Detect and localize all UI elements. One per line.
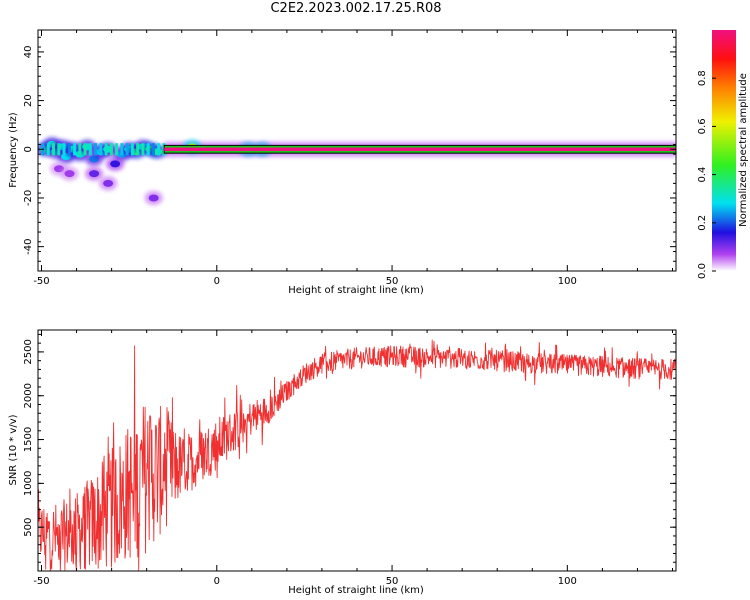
colorbar-tick-label: 0.0 [697,263,708,279]
colorbar-gradient [712,30,736,271]
spectrogram-ytick-label: -20 [23,190,34,206]
spectrogram-xtick-label: 50 [386,276,399,287]
spectral-blob [64,170,75,178]
snr-ytick-label: 1000 [23,471,34,496]
spectrogram-ylabel: Frequency (Hz) [8,112,19,188]
colorbar-tick-label: 0.2 [697,215,708,231]
snr-series-line [38,339,676,571]
spectral-band-cell [52,143,56,156]
spectral-band-cell [57,143,61,156]
spectral-band-cell [157,143,161,156]
snr-xtick-label: -50 [33,576,49,587]
spectrogram-ytick-label: 20 [23,94,34,107]
colorbar-tick-label: 0.8 [697,70,708,86]
snr-ytick-label: 2500 [23,339,34,364]
spectral-blob [110,160,121,168]
colorbar-tick-label: 0.4 [697,167,708,183]
spectrogram-ytick-label: 40 [23,46,34,59]
spectral-band-cell [120,143,124,156]
spectrogram-xtick-label: 0 [214,276,220,287]
spectral-band-cell [46,143,50,156]
spectral-blob [103,179,114,187]
spectral-band-cell [125,143,129,156]
spectral-blob [148,194,159,202]
spectral-band-cell [104,143,108,156]
ridge-core [164,147,676,151]
spectral-band-cell [99,143,103,156]
spectral-band-cell [83,143,87,156]
snr-xtick-label: 0 [214,576,220,587]
snr-ylabel: SNR (10 * v/v) [8,414,19,485]
colorbar-tick-label: 0.6 [697,118,708,134]
spectral-band-cell [130,143,134,156]
spectrogram-xtick-label: 100 [558,276,577,287]
snr-xlabel: Height of straight line (km) [288,585,424,596]
spectrogram-panel: -50 0 50 100 -40 -20 0 20 40 Height of straight … [8,29,677,296]
spectral-band-cell [151,143,155,156]
snr-ytick-label: 1500 [23,427,34,452]
snr-panel: -50 0 50 100 500 1000 1500 2000 2500 Height of s… [8,329,677,596]
spectral-band-cell [109,143,113,156]
snr-ytick-label: 500 [23,518,34,537]
spectral-band-cell [78,143,82,156]
spectrogram-ytick-label: -40 [23,238,34,254]
spectral-band-cell [62,143,66,156]
spectral-band-cell [146,143,150,156]
spectral-blob [89,170,100,178]
snr-ytick-label: 2000 [23,383,34,408]
snr-xtick-label: 100 [558,576,577,587]
spectral-band-cell [73,143,77,156]
colorbar: 0.0 0.2 0.4 0.6 0.8 Normalized spectral ampl… [697,30,749,279]
colorbar-label: Normalized spectral amplitude [738,73,749,227]
spectral-band-cell [115,143,119,156]
snr-xtick-label: 50 [386,576,399,587]
spectral-band-cell [141,143,145,156]
spectral-band-cell [94,143,98,156]
spectral-band-cell [136,143,140,156]
spectrogram-ytick-label: 0 [23,146,34,152]
spectral-band-cell [88,143,92,156]
spectrogram-xtick-label: -50 [33,276,49,287]
spectrogram-xlabel: Height of straight line (km) [288,285,424,296]
spectral-band-cell [67,143,71,156]
figure-title: C2E2.2023.002.17.25.R08 [270,1,442,16]
